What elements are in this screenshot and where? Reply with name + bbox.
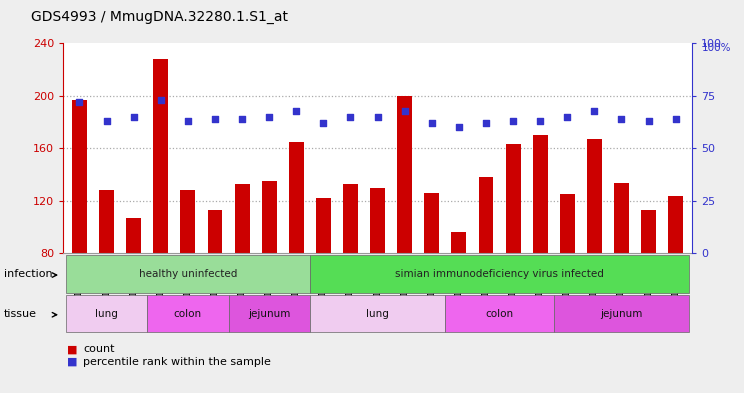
Bar (533, 135, 548, 253)
Point (589, 107, 600, 114)
Point (318, 120, 330, 126)
Bar (370, 188, 385, 253)
Text: ■: ■ (67, 357, 77, 367)
Bar (478, 177, 493, 253)
Bar (424, 193, 439, 253)
Point (290, 107, 302, 114)
Bar (234, 184, 249, 253)
Point (128, 114, 140, 120)
Text: colon: colon (174, 309, 202, 319)
Text: 100%: 100% (702, 43, 731, 53)
Text: lung: lung (95, 309, 118, 319)
Point (209, 116, 221, 122)
Point (507, 118, 519, 124)
Point (426, 120, 437, 126)
Point (100, 118, 112, 124)
Point (182, 118, 194, 124)
Bar (587, 139, 602, 253)
Text: tissue: tissue (4, 309, 36, 319)
Bar (99, 190, 114, 253)
Bar (641, 210, 656, 253)
Text: jejunum: jejunum (600, 309, 643, 319)
Point (534, 118, 546, 124)
Bar (262, 181, 277, 253)
Bar (153, 59, 168, 253)
Bar (614, 182, 629, 253)
Point (263, 114, 275, 120)
Point (561, 114, 573, 120)
Bar (668, 196, 683, 253)
Text: healthy uninfected: healthy uninfected (138, 269, 237, 279)
Bar (289, 142, 304, 253)
Bar (452, 233, 466, 253)
Point (74, 99, 86, 105)
Bar (126, 218, 141, 253)
Point (371, 114, 384, 120)
Point (670, 116, 682, 122)
Point (480, 120, 492, 126)
Point (615, 116, 627, 122)
Bar (397, 96, 412, 253)
Point (399, 107, 411, 114)
Point (344, 114, 356, 120)
Bar (72, 100, 87, 253)
Bar (208, 210, 222, 253)
Text: colon: colon (485, 309, 513, 319)
Text: ■: ■ (67, 344, 77, 354)
Bar (506, 144, 521, 253)
Text: count: count (83, 344, 115, 354)
Text: GDS4993 / MmugDNA.32280.1.S1_at: GDS4993 / MmugDNA.32280.1.S1_at (31, 10, 289, 24)
Bar (559, 195, 574, 253)
Text: infection: infection (4, 269, 52, 279)
Text: simian immunodeficiency virus infected: simian immunodeficiency virus infected (395, 269, 604, 279)
Text: lung: lung (366, 309, 389, 319)
Point (453, 124, 465, 130)
Point (643, 118, 655, 124)
Text: jejunum: jejunum (248, 309, 290, 319)
Bar (316, 198, 331, 253)
Point (236, 116, 248, 122)
Point (155, 97, 167, 103)
Text: percentile rank within the sample: percentile rank within the sample (83, 357, 272, 367)
Bar (181, 190, 196, 253)
Bar (343, 184, 358, 253)
